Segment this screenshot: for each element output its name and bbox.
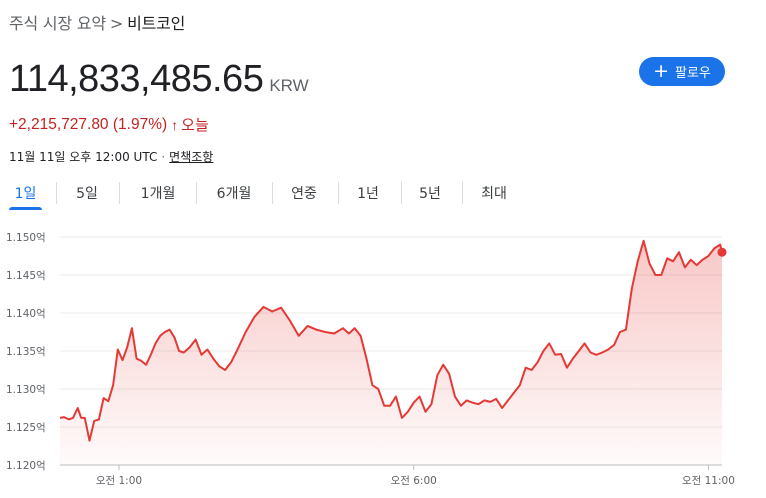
breadcrumb: 주식 시장 요약 > 비트코인 (9, 10, 185, 34)
y-tick-label: 1.130억 (6, 384, 46, 396)
follow-button[interactable]: + 팔로우 (639, 57, 725, 86)
change-period: 오늘 (181, 116, 209, 134)
chart-y-axis: 1.150억 1.145억 1.140억 1.135억 1.130억 1.125억 1.12… (6, 232, 46, 472)
tab-divider (462, 182, 463, 204)
tab-divider (119, 182, 120, 204)
price-change-value: +2,215,727.80 (1.97%) (9, 115, 168, 133)
tab-divider (56, 182, 57, 204)
tab-divider (338, 182, 339, 204)
arrow-up-icon: ↑ (171, 116, 179, 133)
price-line (59, 239, 723, 442)
disclaimer-link[interactable]: 면책조항 (169, 150, 214, 164)
breadcrumb-separator: > (109, 14, 124, 33)
x-tick-label: 오전 1:00 (96, 475, 142, 487)
price-area-fill (60, 240, 722, 465)
y-tick-label: 1.135억 (6, 346, 46, 358)
y-tick-label: 1.120억 (6, 460, 46, 472)
chart-area (59, 239, 727, 465)
tab-divider (272, 182, 273, 204)
price-row: 114,833,485.65 KRW (9, 58, 309, 101)
tab-max[interactable]: 최대 (481, 186, 507, 202)
price-chart[interactable]: 오전 1:00 오전 6:00 오전 11:00 1.150억 1.145억 1.140… (0, 222, 766, 498)
current-price: 114,833,485.65 (9, 58, 264, 100)
tab-1d[interactable]: 1일 (9, 178, 42, 210)
time-range-tabs: 1일 5일 1개월 6개월 연중 1년 5년 최대 (0, 178, 766, 210)
tab-1m[interactable]: 1개월 (140, 186, 176, 202)
quote-meta: 11월 11일 오후 12:00 UTC · 면책조항 (9, 148, 213, 165)
tab-5d[interactable]: 5일 (76, 186, 98, 202)
tab-divider (196, 182, 197, 204)
follow-button-label: 팔로우 (675, 66, 711, 81)
tab-5y[interactable]: 5년 (419, 186, 441, 202)
meta-separator: · (161, 150, 166, 164)
chart-x-axis: 오전 1:00 오전 6:00 오전 11:00 (96, 465, 735, 487)
currency-label: KRW (269, 76, 309, 95)
tab-divider (401, 182, 402, 204)
tab-ytd[interactable]: 연중 (291, 186, 317, 202)
y-tick-label: 1.125억 (6, 422, 46, 434)
quote-timestamp: 11월 11일 오후 12:00 UTC (9, 150, 158, 164)
current-price-dot (717, 247, 727, 257)
x-tick-label: 오전 6:00 (391, 475, 437, 487)
y-tick-label: 1.140억 (6, 308, 46, 320)
x-tick-label: 오전 11:00 (682, 475, 735, 487)
breadcrumb-current: 비트코인 (127, 14, 186, 33)
y-tick-label: 1.150억 (6, 232, 46, 244)
plus-icon: + (653, 60, 670, 82)
tab-1y[interactable]: 1년 (357, 186, 379, 202)
y-tick-label: 1.145억 (6, 270, 46, 282)
breadcrumb-parent-link[interactable]: 주식 시장 요약 (9, 14, 106, 33)
price-change: +2,215,727.80 (1.97%) ↑ 오늘 (9, 114, 209, 135)
tab-6m[interactable]: 6개월 (216, 186, 252, 202)
